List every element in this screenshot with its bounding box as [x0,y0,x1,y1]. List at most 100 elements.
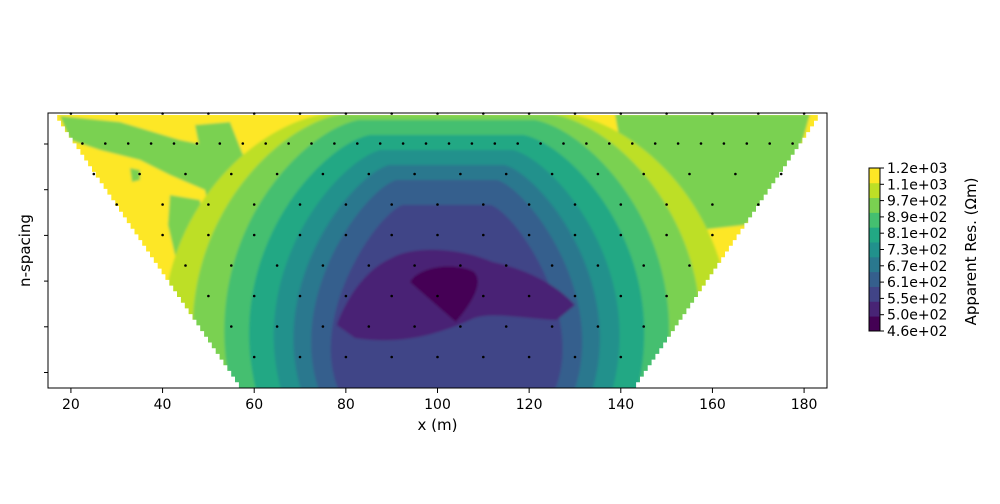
y-axis-label: n-spacing [16,214,34,287]
measurement-point [459,264,462,267]
colorbar-swatch [869,242,880,258]
measurement-point [390,355,394,359]
measurement-point [378,142,382,145]
measurement-point [252,203,256,206]
contour-band [410,266,478,322]
measurement-point [413,325,416,328]
measurement-point [81,142,84,145]
measurement-point [390,233,394,237]
measurement-point [619,294,623,298]
contour-bands [57,115,818,388]
measurement-point [344,233,348,237]
measurement-point [184,264,187,267]
measurement-point [504,264,508,267]
measurement-point [367,264,371,267]
measurement-point [791,142,794,145]
measurement-point [768,142,771,145]
measurement-point [367,172,371,176]
measurement-point [424,142,428,145]
colorbar-tick-label: 5.5e+02 [887,291,947,307]
measurement-point [447,142,451,145]
x-tick-label: 60 [245,397,263,413]
colorbar-swatch [869,227,880,243]
measurement-point [161,233,164,237]
y-axis [44,143,48,373]
measurement-point [321,172,325,176]
measurement-point [115,203,118,206]
measurement-point [516,142,519,145]
measurement-point [321,264,325,267]
measurement-point [470,142,474,145]
measurement-point [172,142,176,145]
measurement-point [436,294,439,298]
colorbar-swatch [869,316,880,332]
measurement-point [619,233,623,237]
measurement-point [734,172,737,176]
measurement-point [138,172,141,176]
measurement-point [436,355,439,359]
measurement-point [550,264,554,267]
measurement-point [356,142,359,145]
measurement-point [149,142,153,145]
x-tick-label: 140 [607,397,634,413]
measurement-point [665,203,668,206]
colorbar-tick-label: 8.9e+02 [887,210,947,226]
x-axis: 20 40 60 80 100 120 140 160 180 [62,388,817,413]
measurement-point [757,203,760,206]
measurement-point [504,172,508,176]
measurement-point [596,172,600,176]
measurement-point [745,142,749,145]
colorbar-swatches [869,168,880,332]
measurement-point [195,142,199,145]
colorbar-swatch [869,212,880,228]
measurement-point [573,294,577,298]
measurement-point [207,203,210,206]
measurement-point [653,142,657,145]
measurement-point [699,142,703,145]
colorbar-tick-label: 1.2e+03 [887,161,947,177]
measurement-point [527,355,531,359]
measurement-point [184,172,187,176]
measurement-point [527,294,531,298]
measurement-point [344,203,348,206]
measurement-point [401,142,405,145]
measurement-point [230,172,233,176]
x-tick-label: 160 [699,397,726,413]
measurement-point [241,142,245,145]
contour-band [130,168,140,182]
measurement-point [161,203,164,206]
measurement-point [92,172,96,176]
measurement-point [413,172,416,176]
measurement-point [275,325,279,328]
measurement-point [230,325,233,328]
x-tick-label: 180 [791,397,818,413]
measurement-point [688,172,691,176]
measurement-point [413,264,416,267]
measurement-point [126,142,130,145]
measurement-point [298,294,302,298]
measurement-point [298,355,302,359]
measurement-point [436,233,439,237]
colorbar-ticks: 4.6e+025.0e+025.5e+026.1e+026.7e+027.3e+… [880,161,947,340]
colorbar-swatch [869,197,880,213]
colorbar-swatch [869,286,880,302]
x-tick-label: 100 [424,397,451,413]
measurement-point [596,264,600,267]
measurement-point [298,233,302,237]
colorbar-swatch [869,168,880,184]
measurement-point [722,142,726,145]
measurement-point [539,142,542,145]
contour-fill [57,115,818,388]
colorbar-swatch [869,256,880,273]
measurement-point [275,264,279,267]
measurement-point [275,172,279,176]
measurement-point [573,355,577,359]
measurement-point [390,203,394,206]
colorbar-tick-label: 9.7e+02 [887,194,947,210]
measurement-point [665,233,668,237]
measurement-point [321,325,325,328]
colorbar-label: Apparent Res. (Ωm) [962,178,980,326]
measurement-point [665,294,668,298]
